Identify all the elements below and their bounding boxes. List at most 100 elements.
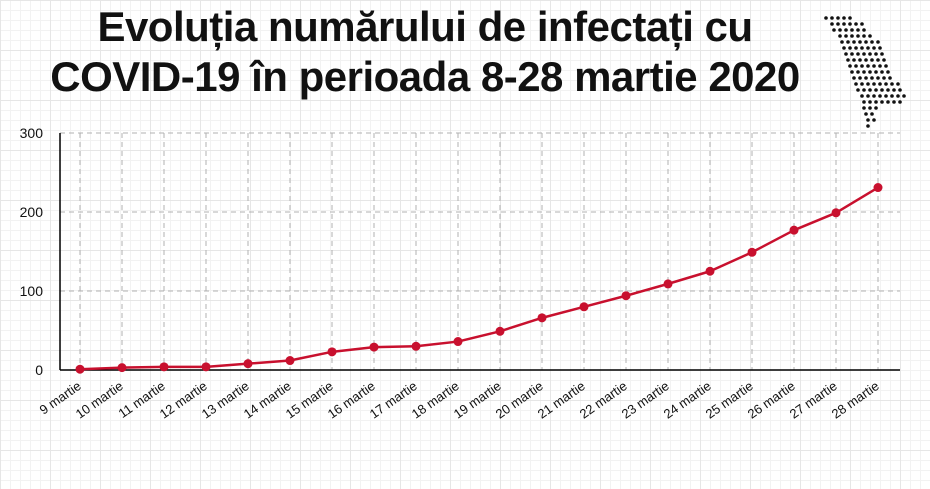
map-dot <box>878 82 882 86</box>
map-dot <box>870 112 874 116</box>
map-dot <box>842 22 846 26</box>
map-dot <box>886 100 890 104</box>
series-line <box>79 186 879 371</box>
map-dot <box>836 22 840 26</box>
map-dot <box>836 16 840 20</box>
chart-title-line-2: COVID-19 în perioada 8-28 martie 2020 <box>50 53 800 100</box>
map-dot <box>862 88 866 92</box>
map-dot <box>888 76 892 80</box>
map-dot <box>856 34 860 38</box>
map-dot <box>862 100 866 104</box>
map-dot <box>860 64 864 68</box>
map-dot <box>832 28 836 32</box>
map-dot <box>848 16 852 20</box>
map-dot <box>874 106 878 110</box>
moldova-map-icon <box>824 16 906 128</box>
map-dot <box>864 40 868 44</box>
data-point <box>117 363 127 373</box>
map-dot <box>824 16 828 20</box>
map-dot <box>856 28 860 32</box>
map-dot <box>866 94 870 98</box>
map-dot <box>868 70 872 74</box>
map-dot <box>878 64 882 68</box>
map-dot <box>838 28 842 32</box>
x-tick-label: 10 martie <box>73 378 126 421</box>
map-dot <box>870 40 874 44</box>
map-dot <box>844 34 848 38</box>
map-dot <box>886 88 890 92</box>
map-dot <box>854 82 858 86</box>
map-dot <box>862 106 866 110</box>
map-dot <box>872 94 876 98</box>
map-dot <box>860 82 864 86</box>
map-dot <box>868 88 872 92</box>
map-dot <box>872 46 876 50</box>
map-dot <box>870 58 874 62</box>
data-point <box>285 356 295 366</box>
map-dot <box>868 106 872 110</box>
map-dot <box>856 88 860 92</box>
map-dot <box>858 76 862 80</box>
map-dot <box>874 70 878 74</box>
data-point <box>537 313 547 323</box>
map-dot <box>830 16 834 20</box>
map-dot <box>848 64 852 68</box>
y-tick-label: 300 <box>20 125 44 141</box>
map-dot <box>890 82 894 86</box>
map-dot <box>862 70 866 74</box>
map-dot <box>864 58 868 62</box>
map-dot <box>852 40 856 44</box>
map-dot <box>854 64 858 68</box>
data-point <box>243 359 253 369</box>
map-dot <box>876 76 880 80</box>
map-dot <box>896 94 900 98</box>
data-point <box>873 183 883 193</box>
map-dot <box>858 40 862 44</box>
data-point <box>159 362 169 372</box>
x-tick-label: 28 martie <box>829 378 882 421</box>
map-dot <box>890 94 894 98</box>
chart-title-line-1: Evoluția numărului de infectați cu <box>97 3 753 50</box>
data-point <box>495 326 505 336</box>
map-dot <box>842 46 846 50</box>
map-dot <box>880 52 884 56</box>
map-dot <box>892 88 896 92</box>
data-point <box>663 279 673 289</box>
map-dot <box>892 100 896 104</box>
map-dot <box>852 76 856 80</box>
map-dot <box>902 94 906 98</box>
data-point <box>75 364 85 374</box>
map-dot <box>848 22 852 26</box>
map-dot <box>842 16 846 20</box>
map-dot <box>854 46 858 50</box>
map-dot <box>866 46 870 50</box>
map-dot <box>860 94 864 98</box>
map-dot <box>860 22 864 26</box>
map-dot <box>898 100 902 104</box>
map-dot <box>876 40 880 44</box>
map-dot <box>862 34 866 38</box>
map-dot <box>874 88 878 92</box>
map-dot <box>878 94 882 98</box>
map-dot <box>844 28 848 32</box>
map-dot <box>882 58 886 62</box>
map-dot <box>852 58 856 62</box>
data-point <box>369 342 379 352</box>
data-point <box>453 337 463 347</box>
data-point <box>201 362 211 372</box>
map-dot <box>884 82 888 86</box>
map-dot <box>880 100 884 104</box>
map-dot <box>850 28 854 32</box>
map-dot <box>866 82 870 86</box>
map-dot <box>882 76 886 80</box>
map-dot <box>878 46 882 50</box>
map-dot <box>868 100 872 104</box>
map-dot <box>896 82 900 86</box>
map-dot <box>866 64 870 68</box>
map-dot <box>868 34 872 38</box>
map-dot <box>856 52 860 56</box>
map-dot <box>872 64 876 68</box>
map-dot <box>830 22 834 26</box>
map-dot <box>860 46 864 50</box>
